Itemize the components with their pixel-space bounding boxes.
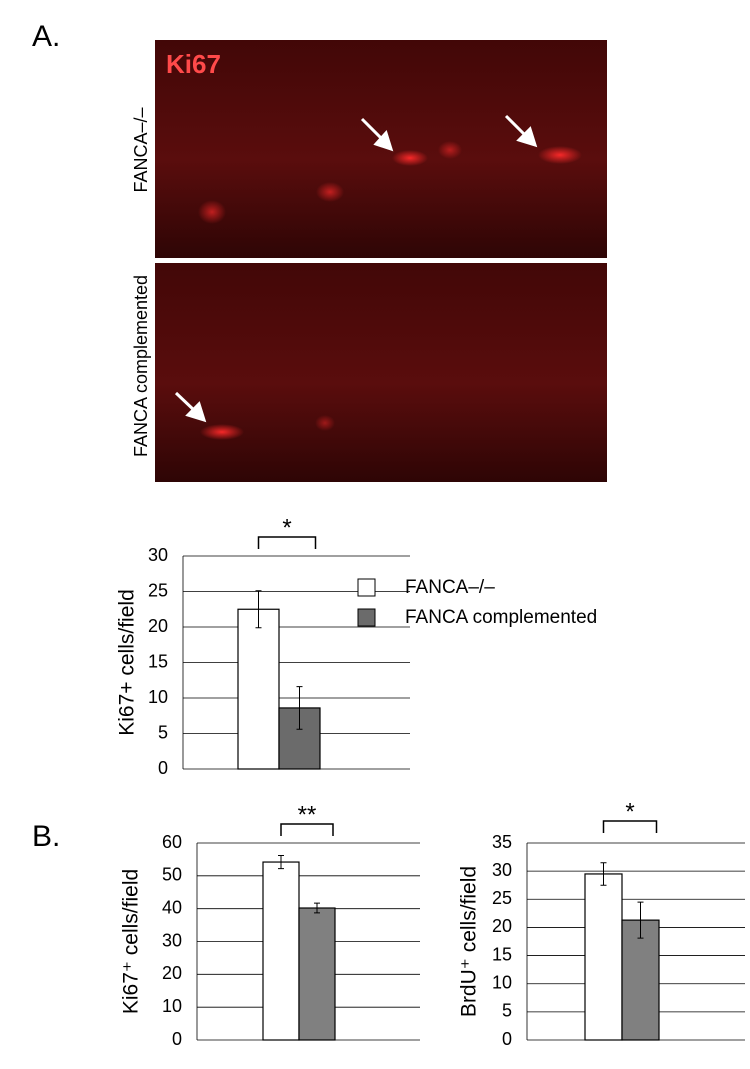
y-tick-label: 25 bbox=[148, 580, 168, 600]
y-tick-label: 50 bbox=[162, 865, 182, 885]
significance-bracket bbox=[602, 820, 658, 833]
y-tick-label: 10 bbox=[148, 687, 168, 707]
micrograph: Ki67 FANCA–/– FANCA complemented bbox=[131, 40, 607, 482]
significance-label: * bbox=[625, 798, 634, 825]
bar bbox=[584, 873, 623, 1041]
y-tick-label: 40 bbox=[162, 897, 182, 917]
y-tick-label: 20 bbox=[492, 916, 512, 936]
y-tick-label: 10 bbox=[492, 972, 512, 992]
error-bar bbox=[255, 590, 262, 629]
error-bar bbox=[278, 854, 284, 870]
error-bar bbox=[637, 901, 644, 939]
image-label: FANCA complemented bbox=[131, 275, 151, 457]
legend-label: FANCA complemented bbox=[405, 607, 597, 628]
y-tick-label: 0 bbox=[172, 1029, 182, 1049]
bar bbox=[262, 861, 300, 1041]
y-tick-label: 20 bbox=[162, 963, 182, 983]
y-tick-label: 30 bbox=[162, 930, 182, 950]
y-tick-label: 5 bbox=[502, 1001, 512, 1021]
y-axis-label: BrdU⁺ cells/field bbox=[458, 866, 481, 1017]
significance-label: ** bbox=[298, 801, 317, 828]
y-tick-label: 0 bbox=[502, 1029, 512, 1049]
bar bbox=[298, 907, 336, 1041]
panel-label: B. bbox=[32, 820, 60, 853]
legend-label: FANCA–/– bbox=[405, 577, 495, 598]
y-axis-label: Ki67⁺ cells/field bbox=[120, 869, 143, 1014]
y-tick-label: 15 bbox=[492, 944, 512, 964]
y-tick-label: 15 bbox=[148, 651, 168, 671]
image-label: FANCA–/– bbox=[131, 107, 151, 192]
legend-swatch bbox=[357, 578, 376, 597]
y-tick-label: 60 bbox=[162, 832, 182, 852]
legend-swatch bbox=[357, 608, 376, 627]
y-tick-label: 30 bbox=[148, 545, 168, 565]
y-tick-label: 25 bbox=[492, 888, 512, 908]
y-tick-label: 35 bbox=[492, 832, 512, 852]
significance-bracket bbox=[257, 536, 317, 549]
significance-bracket bbox=[280, 823, 334, 836]
bar bbox=[237, 608, 280, 770]
y-tick-label: 0 bbox=[158, 758, 168, 778]
error-bar bbox=[314, 902, 320, 914]
error-bar bbox=[600, 862, 607, 886]
y-tick-label: 5 bbox=[158, 722, 168, 742]
error-bar bbox=[296, 686, 303, 730]
y-tick-label: 30 bbox=[492, 860, 512, 880]
stain-label: Ki67 bbox=[166, 49, 221, 79]
y-tick-label: 20 bbox=[148, 616, 168, 636]
y-axis-label: Ki67+ cells/field bbox=[116, 589, 139, 736]
y-tick-label: 10 bbox=[162, 996, 182, 1016]
panel-label: A. bbox=[32, 20, 60, 53]
significance-label: * bbox=[282, 514, 291, 541]
